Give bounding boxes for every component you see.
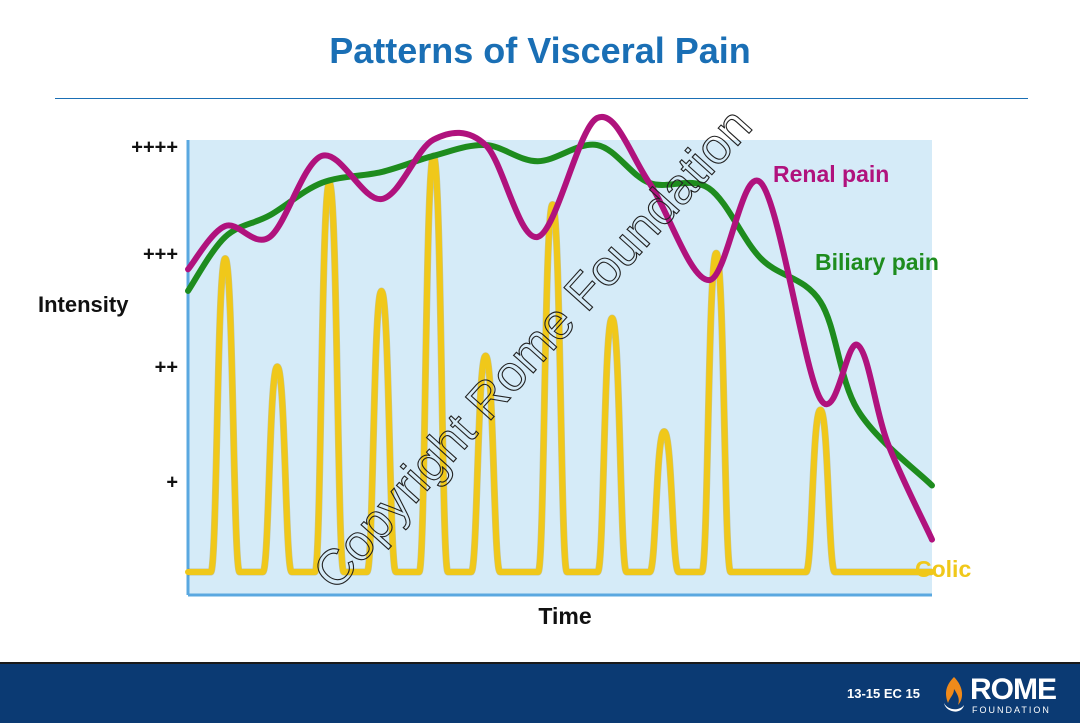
y-tick-label: ++ <box>155 356 178 378</box>
logo-subtext: FOUNDATION <box>972 705 1051 715</box>
y-axis-title: Intensity <box>38 292 129 317</box>
slide-title: Patterns of Visceral Pain <box>329 30 751 71</box>
x-axis-title: Time <box>538 603 591 629</box>
y-tick-label: + <box>166 471 178 493</box>
rome-foundation-flame-icon <box>944 677 964 712</box>
y-tick-label: +++ <box>143 243 178 265</box>
series-renal-pain <box>185 113 935 543</box>
slide-code: 13-15 EC 15 <box>847 686 920 701</box>
footer-bar: 13-15 EC 15 ROME FOUNDATION <box>0 662 1080 723</box>
logo-text: ROME <box>970 673 1057 706</box>
series-colic <box>185 152 935 575</box>
legend-label-renal-pain: Renal pain <box>773 161 889 187</box>
legend-label-biliary-pain: Biliary pain <box>815 249 939 275</box>
title-divider <box>55 98 1028 99</box>
y-tick-label: ++++ <box>131 136 178 158</box>
rome-foundation-logo: ROME FOUNDATION <box>940 673 1070 717</box>
legend-label-colic: Colic <box>915 556 971 582</box>
